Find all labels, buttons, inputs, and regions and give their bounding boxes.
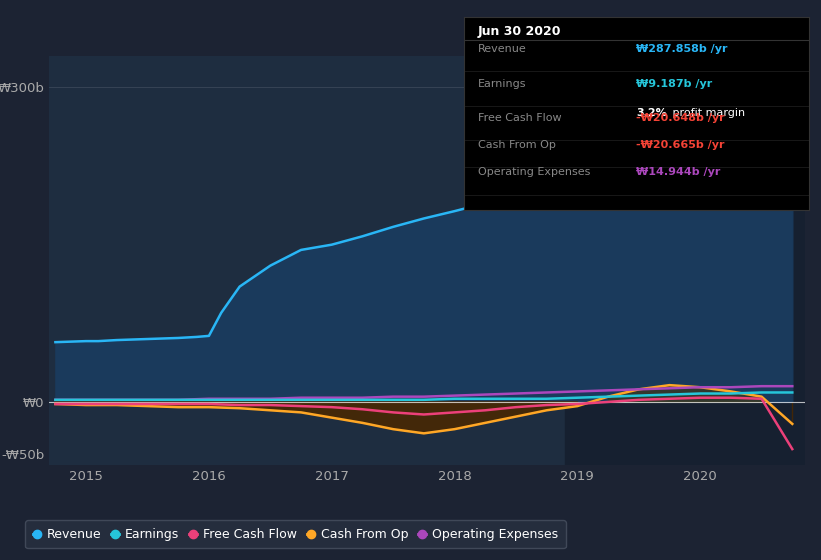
Bar [565,56,805,465]
Text: Operating Expenses: Operating Expenses [478,167,590,178]
Text: ₩14.944b /yr: ₩14.944b /yr [636,167,721,178]
Text: 3.2%: 3.2% [636,108,667,118]
Text: profit margin: profit margin [669,108,745,118]
Text: -₩20.648b /yr: -₩20.648b /yr [636,114,725,123]
Text: ₩9.187b /yr: ₩9.187b /yr [636,78,713,88]
Text: Jun 30 2020: Jun 30 2020 [478,25,562,38]
Text: Revenue: Revenue [478,44,526,54]
Text: Free Cash Flow: Free Cash Flow [478,114,562,123]
Text: ₩287.858b /yr: ₩287.858b /yr [636,44,727,54]
Text: Earnings: Earnings [478,78,526,88]
Text: Cash From Op: Cash From Op [478,141,556,151]
Text: -₩20.665b /yr: -₩20.665b /yr [636,141,725,151]
Legend: Revenue, Earnings, Free Cash Flow, Cash From Op, Operating Expenses: Revenue, Earnings, Free Cash Flow, Cash … [25,520,566,548]
